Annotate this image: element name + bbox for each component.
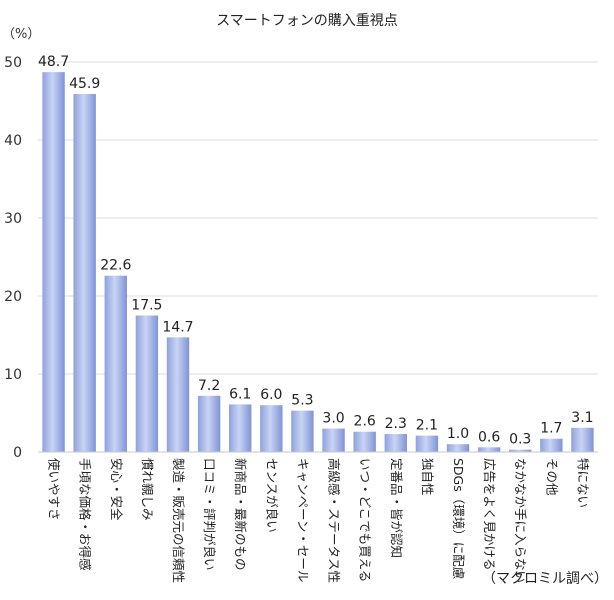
bar xyxy=(322,428,345,452)
category-labels: 使いやすさ 手頃な価格・お得感 安心・安全 慣れ親しみ 製造・販売元の信頼性 口コミ・評判… xyxy=(47,458,591,583)
bar-value-label: 48.7 xyxy=(38,54,69,70)
bar xyxy=(415,435,439,452)
bar-value-label: 3.0 xyxy=(322,411,344,427)
bar xyxy=(104,275,127,452)
category-label: 高級感・ステータス性 xyxy=(327,458,342,583)
bar-value-label: 6.0 xyxy=(260,387,282,403)
category-label: 新商品・最新のもの xyxy=(233,458,248,571)
category-label: いつ・どこでも買える xyxy=(358,458,373,582)
bar xyxy=(42,72,65,452)
category-label: SDGs（環境）に配慮 xyxy=(451,458,466,579)
bar-value-label: 1.0 xyxy=(447,426,469,442)
bar xyxy=(166,337,190,452)
category-label: センスが良い xyxy=(264,458,279,533)
y-axis-ticks: 0 10 20 30 40 50 xyxy=(4,55,22,461)
bar-value-label: 0.3 xyxy=(509,432,531,448)
source-note: （マクロミル調べ） xyxy=(482,571,608,587)
category-label: 広告をよく見かける xyxy=(482,458,497,571)
bar xyxy=(384,434,407,452)
bar-value-label: 1.7 xyxy=(540,421,562,437)
bar xyxy=(571,427,594,452)
bar-value-label: 0.6 xyxy=(478,429,500,445)
bar xyxy=(197,395,221,452)
category-label: キャンペーン・セール xyxy=(295,458,310,582)
bar-value-label: 2.6 xyxy=(354,414,376,430)
y-tick-label: 40 xyxy=(4,133,22,149)
bar-value-label: 14.7 xyxy=(162,319,193,335)
category-label: 使いやすさ xyxy=(47,458,62,521)
bar-value-label: 7.2 xyxy=(198,378,220,394)
gridlines xyxy=(38,61,598,375)
bar xyxy=(353,431,376,452)
bars xyxy=(42,72,594,452)
bar xyxy=(260,405,283,452)
bar-value-label: 2.1 xyxy=(416,418,438,434)
bar xyxy=(73,93,96,452)
bar xyxy=(477,447,501,452)
bar xyxy=(135,315,159,452)
category-label: 口コミ・評判が良い xyxy=(202,458,217,571)
bar-value-label: 3.1 xyxy=(571,410,593,426)
bar xyxy=(540,438,563,452)
bar xyxy=(509,449,532,452)
category-label: 安心・安全 xyxy=(109,458,124,521)
y-tick-label: 10 xyxy=(4,367,22,383)
bar-value-label: 5.3 xyxy=(291,393,313,409)
y-tick-label: 30 xyxy=(4,211,22,227)
bar xyxy=(291,410,314,452)
category-label: 手頃な価格・お得感 xyxy=(78,458,93,571)
category-label: 製造・販売元の信頼性 xyxy=(171,458,186,583)
bar xyxy=(446,444,470,452)
data-labels: 48.745.9 22.6 17.514.7 7.2 6.1 6.0 5.3 3.0 2.6 2.… xyxy=(38,54,594,448)
y-tick-label: 0 xyxy=(13,445,22,461)
y-tick-label: 20 xyxy=(4,289,22,305)
category-label: 特にない xyxy=(575,458,590,508)
bar-value-label: 6.1 xyxy=(229,386,251,402)
category-label: 独自性 xyxy=(420,458,435,496)
bar-value-label: 2.3 xyxy=(385,416,407,432)
bar xyxy=(229,404,252,452)
y-tick-label: 50 xyxy=(4,55,22,71)
category-label: なかなか手に入らない xyxy=(513,458,528,583)
bar-value-label: 22.6 xyxy=(100,258,131,274)
chart-title: スマートフォンの購入重視点 xyxy=(216,13,398,29)
category-label: 定番品・皆が認知 xyxy=(389,458,404,558)
y-axis-unit-label: （%） xyxy=(2,27,40,42)
category-label: 慣れ親しみ xyxy=(140,458,155,521)
bar-value-label: 17.5 xyxy=(131,298,162,314)
category-label: その他 xyxy=(544,458,559,496)
bar-value-label: 45.9 xyxy=(69,76,100,92)
